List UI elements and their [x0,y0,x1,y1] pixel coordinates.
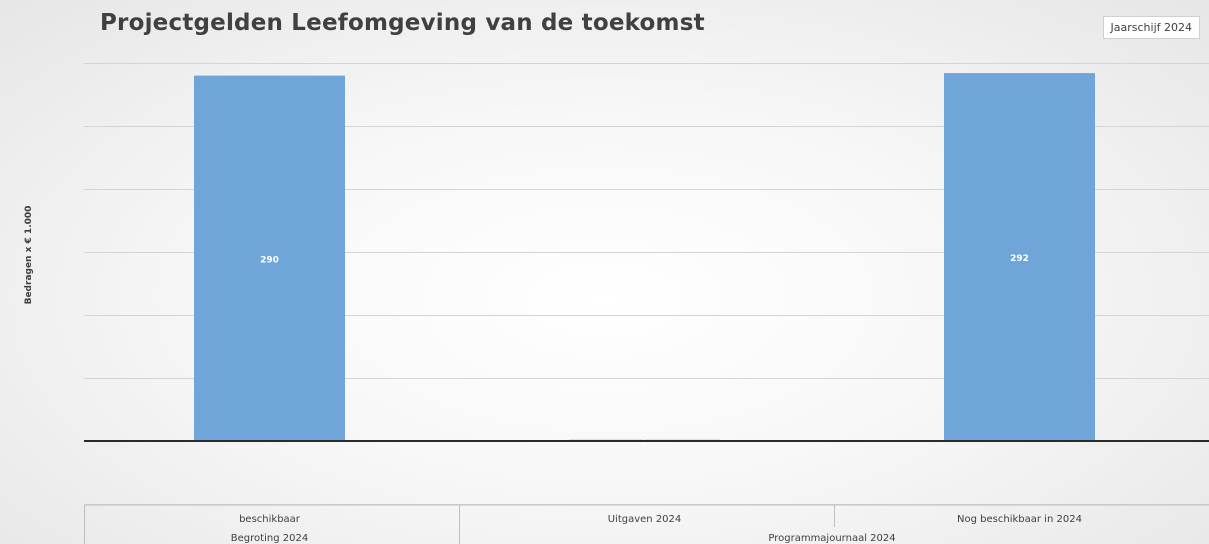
data-label: 292 [1010,254,1029,264]
data-label: 1 [642,439,646,446]
x-group-label: Begroting 2024 [231,533,308,544]
x-tick-label: beschikbaar [239,514,301,525]
year-badge: Jaarschijf 2024 [1102,16,1200,39]
x-tick-label: Nog beschikbaar in 2024 [957,514,1082,525]
chart-title: Projectgelden Leefomgeving van de toekom… [100,10,705,36]
x-group-label: Programmajournaal 2024 [768,533,895,544]
x-tick-label: Uitgaven 2024 [608,514,682,525]
bar-1 [194,75,345,441]
bar-3 [944,73,1095,441]
data-label: 290 [260,255,279,265]
